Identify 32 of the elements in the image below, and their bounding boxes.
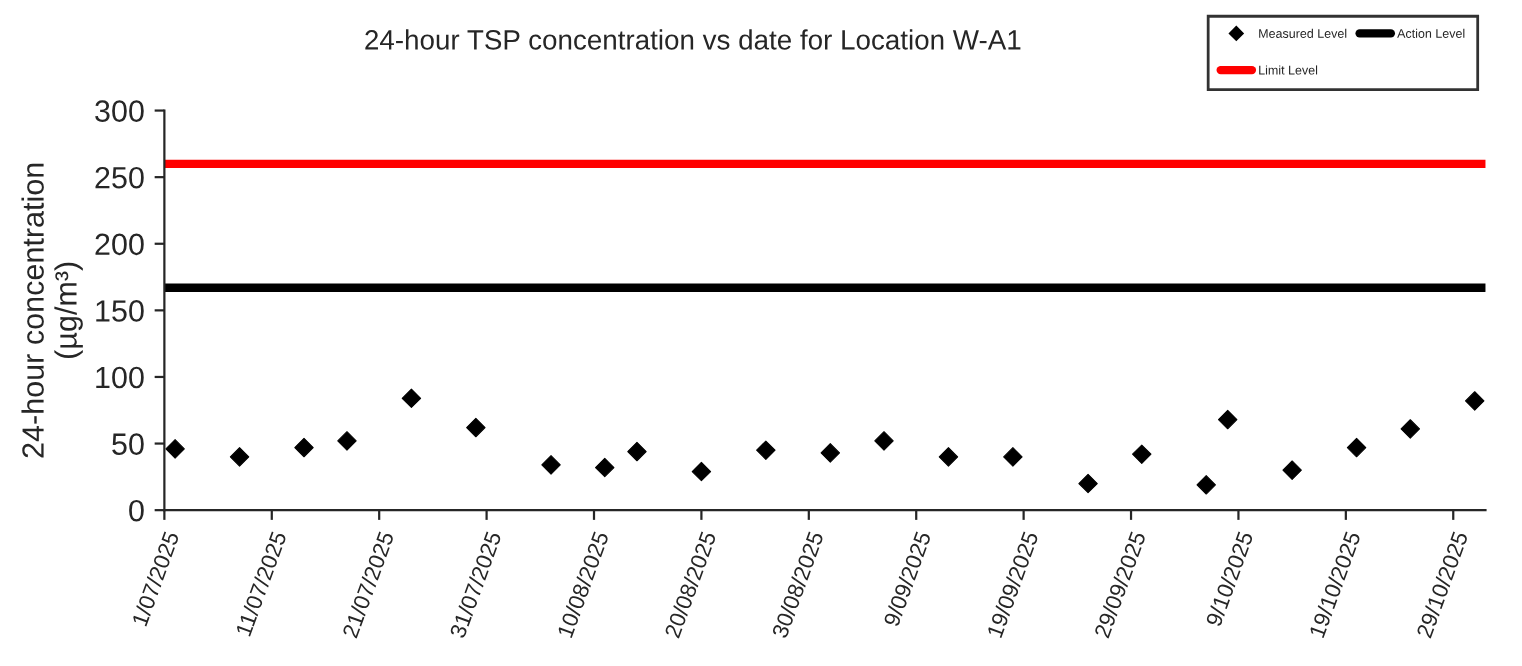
point bbox=[1078, 473, 1098, 494]
point bbox=[337, 431, 357, 451]
point bbox=[1282, 460, 1302, 480]
y-tick-label: 200 bbox=[95, 233, 144, 256]
point bbox=[627, 441, 647, 462]
point bbox=[820, 443, 841, 463]
point bbox=[938, 447, 959, 467]
point bbox=[229, 447, 250, 467]
point bbox=[691, 461, 712, 482]
y-tick-label: 0 bbox=[129, 499, 144, 522]
point bbox=[1003, 447, 1023, 467]
point bbox=[165, 439, 185, 459]
point bbox=[466, 417, 486, 438]
y-tick-label: 250 bbox=[95, 166, 144, 189]
point bbox=[756, 440, 776, 460]
point bbox=[595, 457, 615, 478]
y-axis-title: 24-hour concentration (µg/m³) bbox=[21, 163, 83, 458]
point bbox=[1400, 419, 1421, 439]
chart-title: 24-hour TSP concentration vs date for Location W-A1 bbox=[365, 29, 1021, 50]
point bbox=[1217, 409, 1238, 430]
y-tick-label: 300 bbox=[95, 100, 144, 122]
point bbox=[874, 431, 894, 451]
point bbox=[1132, 444, 1152, 464]
y-tick-label: 150 bbox=[96, 300, 144, 322]
point bbox=[401, 388, 422, 408]
point bbox=[541, 455, 561, 475]
y-tick-label: 50 bbox=[112, 433, 144, 455]
point bbox=[1196, 475, 1216, 495]
point bbox=[294, 437, 314, 458]
point bbox=[1465, 391, 1485, 411]
point bbox=[1346, 437, 1367, 458]
y-tick-label: 100 bbox=[96, 366, 144, 389]
